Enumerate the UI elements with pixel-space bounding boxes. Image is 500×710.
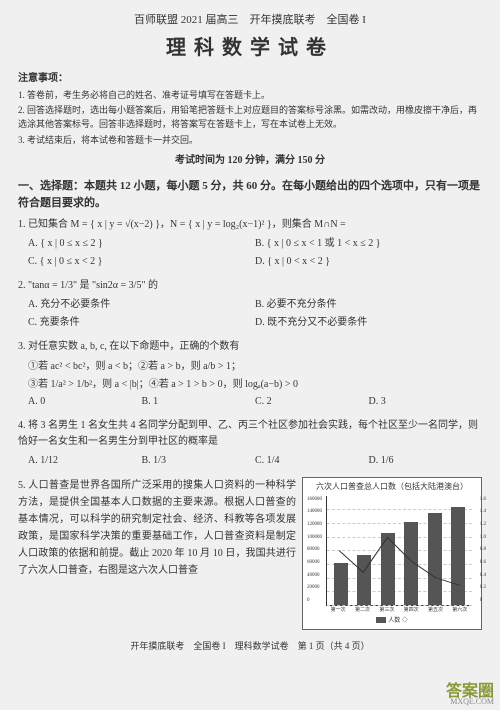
bars-container — [327, 496, 472, 605]
q2-option-d: D. 既不充分又不必要条件 — [255, 315, 482, 331]
x-axis-labels: 第一次第二次第三次第四次第五次第六次 — [326, 607, 472, 615]
question-3: 3. 对任意实数 a, b, c, 在以下命题中，正确的个数有 ①若 ac² <… — [18, 339, 482, 412]
page-title: 理科数学试卷 — [18, 33, 482, 63]
chart-area: 1600001400001200001000008000060000400002… — [326, 496, 472, 606]
y-axis-right: 1.61.41.21.00.80.60.40.20 — [480, 496, 486, 605]
question-4: 4. 将 3 名男生 1 名女生共 4 名同学分配到甲、乙、丙三个社区参加社会实… — [18, 418, 482, 471]
question-5: 5. 人口普查是世界各国所广泛采用的搜集人口资料的一种科学方法，是提供全国基本人… — [18, 477, 482, 630]
q3-option-d: D. 3 — [369, 394, 483, 410]
notice-label: 注意事项： — [18, 71, 482, 86]
section-1-title: 一、选择题：本题共 12 小题，每小题 5 分，共 60 分。在每小题给出的四个… — [18, 178, 482, 211]
q1-option-c: C. { x | 0 ≤ x < 2 } — [28, 254, 255, 270]
q3-option-c: C. 2 — [255, 394, 369, 410]
q3-sub1: ①若 ac² < bc²，则 a < b；②若 a > b，则 a/b > 1； — [28, 358, 482, 376]
q4-option-a: A. 1/12 — [28, 453, 142, 469]
exam-time: 考试时间为 120 分钟，满分 150 分 — [18, 153, 482, 168]
instruction-item: 1. 答卷前，考生务必将自己的姓名、准考证号填写在答题卡上。 — [18, 88, 482, 102]
q1-option-b: B. { x | 0 ≤ x < 1 或 1 < x ≤ 2 } — [255, 236, 482, 252]
q3-option-a: A. 0 — [28, 394, 142, 410]
q3-text: 3. 对任意实数 a, b, c, 在以下命题中，正确的个数有 — [18, 339, 482, 355]
census-chart: 六次人口普查总人口数（包括大陆港澳台） 16000014000012000010… — [302, 477, 482, 630]
q2-text: 2. "tanα = 1/3" 是 "sin2α = 3/5" 的 — [18, 278, 482, 294]
instructions: 1. 答卷前，考生务必将自己的姓名、准考证号填写在答题卡上。 2. 回答选择题时… — [18, 88, 482, 148]
header-subtitle: 百师联盟 2021 届高三 开年摸底联考 全国卷 I — [18, 12, 482, 29]
q3-option-b: B. 1 — [142, 394, 256, 410]
question-2: 2. "tanα = 1/3" 是 "sin2α = 3/5" 的 A. 充分不… — [18, 278, 482, 333]
q4-text: 4. 将 3 名男生 1 名女生共 4 名同学分配到甲、乙、丙三个社区参加社会实… — [18, 418, 482, 450]
q4-option-c: C. 1/4 — [255, 453, 369, 469]
q1-option-d: D. { x | 0 < x < 2 } — [255, 254, 482, 270]
q1-option-a: A. { x | 0 ≤ x ≤ 2 } — [28, 236, 255, 252]
q1-text: 1. 已知集合 M = { x | y = √(x−2) }，N = { x |… — [18, 217, 482, 233]
q4-option-d: D. 1/6 — [369, 453, 483, 469]
watermark-url: MXQE.COM — [450, 696, 494, 708]
q2-option-c: C. 充要条件 — [28, 315, 255, 331]
q2-option-a: A. 充分不必要条件 — [28, 297, 255, 313]
question-1: 1. 已知集合 M = { x | y = √(x−2) }，N = { x |… — [18, 217, 482, 272]
page-footer: 开年摸底联考 全国卷 I 理科数学试卷 第 1 页（共 4 页） — [18, 640, 482, 654]
q2-option-b: B. 必要不充分条件 — [255, 297, 482, 313]
chart-legend: 人数 ◇ — [306, 617, 478, 627]
chart-title: 六次人口普查总人口数（包括大陆港澳台） — [306, 481, 478, 494]
instruction-item: 3. 考试结束后，将本试卷和答题卡一并交回。 — [18, 133, 482, 147]
instruction-item: 2. 回答选择题时，选出每小题答案后，用铅笔把答题卡上对应题目的答案标号涂黑。如… — [18, 103, 482, 132]
q5-text: 5. 人口普查是世界各国所广泛采用的搜集人口资料的一种科学方法，是提供全国基本人… — [18, 477, 296, 630]
q3-sub2: ③若 1/a² > 1/b²，则 a < |b|；④若 a > 1 > b > … — [28, 376, 482, 394]
q4-option-b: B. 1/3 — [142, 453, 256, 469]
y-axis-left: 1600001400001200001000008000060000400002… — [307, 496, 322, 605]
